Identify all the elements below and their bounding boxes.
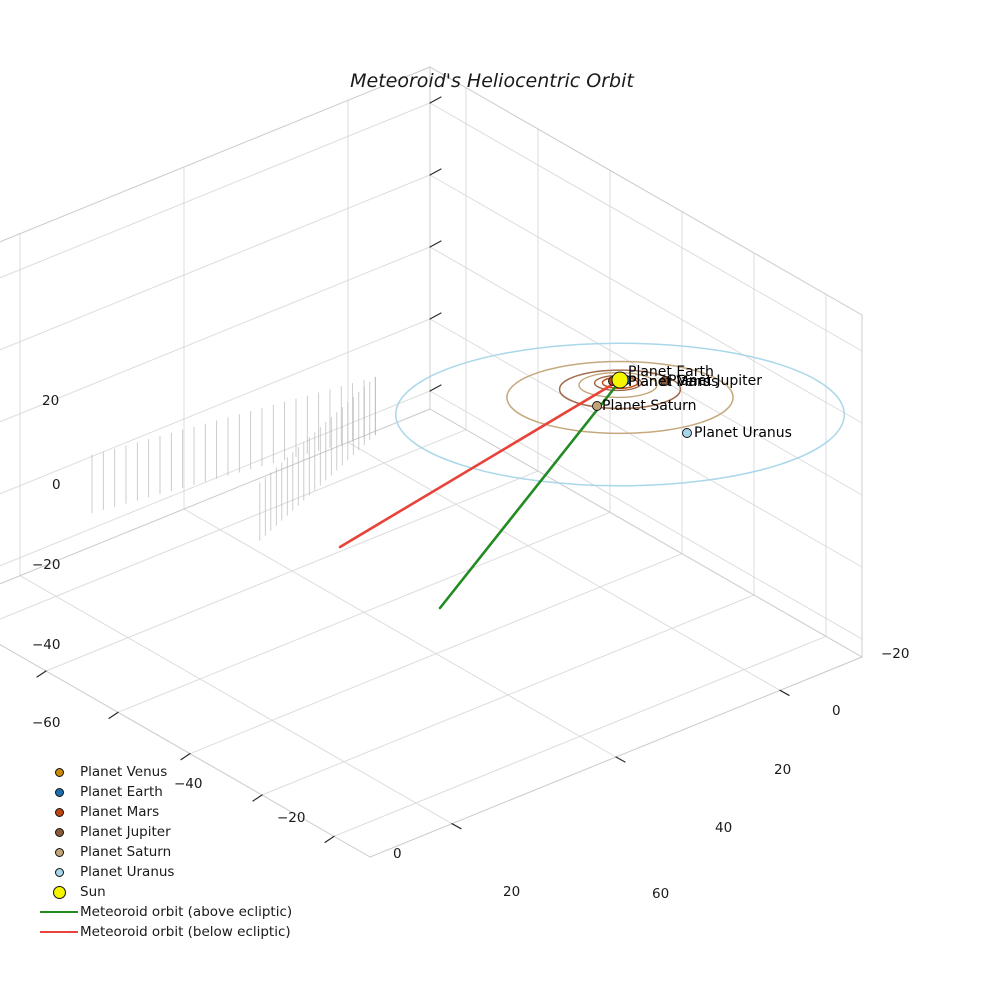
z-axis-tick-label: −40 (32, 637, 61, 653)
legend-label: Planet Uranus (80, 864, 175, 880)
legend-marker-icon (54, 847, 64, 857)
legend-marker-icon (52, 885, 66, 899)
planet-markers (592, 371, 692, 438)
z-axis-tick-label: −60 (32, 715, 61, 731)
legend-line-icon (40, 911, 78, 913)
legend-marker-icon (54, 807, 64, 817)
axes-panes (0, 66, 864, 858)
x-axis-tick-label: 60 (652, 886, 670, 902)
page-title: Meteoroid's Heliocentric Orbit (350, 70, 634, 92)
axes-gridlines (0, 66, 863, 858)
body-marker (682, 428, 692, 438)
x-axis-tick-label: 20 (503, 884, 521, 900)
legend-marker-icon (54, 867, 64, 877)
x-axis-tick-label: −40 (174, 776, 203, 792)
axis-tick-mark (429, 96, 442, 104)
axis-tick-mark (180, 753, 191, 761)
axis-tick-mark (252, 794, 263, 802)
body-label: Planet Venus (628, 374, 719, 390)
body-label: Planet Jupiter (668, 373, 762, 389)
axis-tick-mark (108, 711, 119, 719)
body-label: Planet Saturn (602, 398, 697, 414)
body-label: Planet Uranus (694, 425, 792, 441)
legend-marker-icon (54, 827, 64, 837)
axis-tick-mark (451, 823, 462, 830)
z-axis-tick-label: −20 (32, 557, 61, 573)
meteoroid-orbit-lines (338, 378, 622, 610)
planet-orbit-ellipses (395, 342, 845, 487)
legend-label: Planet Earth (80, 784, 163, 800)
body-marker (660, 376, 670, 386)
legend-item[interactable]: Planet Saturn (38, 842, 338, 862)
legend-label: Sun (80, 884, 106, 900)
axis-tick-mark (429, 168, 442, 176)
legend-label: Meteoroid orbit (below ecliptic) (80, 924, 291, 940)
orbit-ellipse (506, 360, 734, 435)
legend-item[interactable]: Planet Earth (38, 782, 338, 802)
body-label: Planet Earth (628, 364, 714, 380)
legend-item[interactable]: Planet Venus (38, 762, 338, 782)
x-axis-tick-label: 40 (715, 820, 733, 836)
legend-item[interactable]: Planet Uranus (38, 862, 338, 882)
legend: Planet Venus Planet Earth Planet Mars Plane… (38, 762, 338, 942)
axis-tick-mark (324, 835, 335, 843)
x-axis-tick-label: 0 (393, 846, 402, 862)
orbit-ellipse (395, 342, 845, 487)
y-axis-tick-label: 20 (774, 762, 792, 778)
axis-tick-mark (429, 384, 442, 392)
axis-tick-marks (36, 96, 790, 843)
legend-marker-icon (54, 787, 64, 797)
legend-label: Planet Venus (80, 764, 168, 780)
z-axis-tick-label: 0 (52, 477, 61, 493)
legend-label: Planet Jupiter (80, 824, 171, 840)
legend-item[interactable]: Meteoroid orbit (below ecliptic) (38, 922, 338, 942)
orbit-ellipse (558, 369, 682, 410)
legend-item[interactable]: Meteoroid orbit (above ecliptic) (38, 902, 338, 922)
body-marker (592, 401, 602, 411)
body-label: Planet Mars (628, 374, 711, 390)
axis-tick-mark (429, 240, 442, 248)
legend-label: Planet Saturn (80, 844, 172, 860)
body-marker (611, 371, 629, 389)
x-axis-tick-label: −20 (277, 810, 306, 826)
legend-item[interactable]: Planet Jupiter (38, 822, 338, 842)
legend-item[interactable]: Sun (38, 882, 338, 902)
axis-tick-mark (429, 312, 442, 320)
legend-item[interactable]: Planet Mars (38, 802, 338, 822)
axis-tick-mark (779, 689, 790, 696)
y-axis-tick-label: 0 (832, 703, 841, 719)
legend-label: Meteoroid orbit (above ecliptic) (80, 904, 293, 920)
legend-marker-icon (54, 767, 64, 777)
legend-line-icon (40, 931, 78, 933)
z-axis-tick-label: 20 (42, 393, 60, 409)
legend-label: Planet Mars (80, 804, 160, 820)
projection-stems (91, 376, 376, 541)
meteoroid-orbit-above-ecliptic (438, 379, 622, 610)
axis-tick-mark (615, 756, 626, 763)
meteoroid-orbit-below-ecliptic (338, 378, 622, 549)
y-axis-tick-label: −20 (881, 646, 910, 662)
axis-tick-mark (36, 670, 47, 678)
